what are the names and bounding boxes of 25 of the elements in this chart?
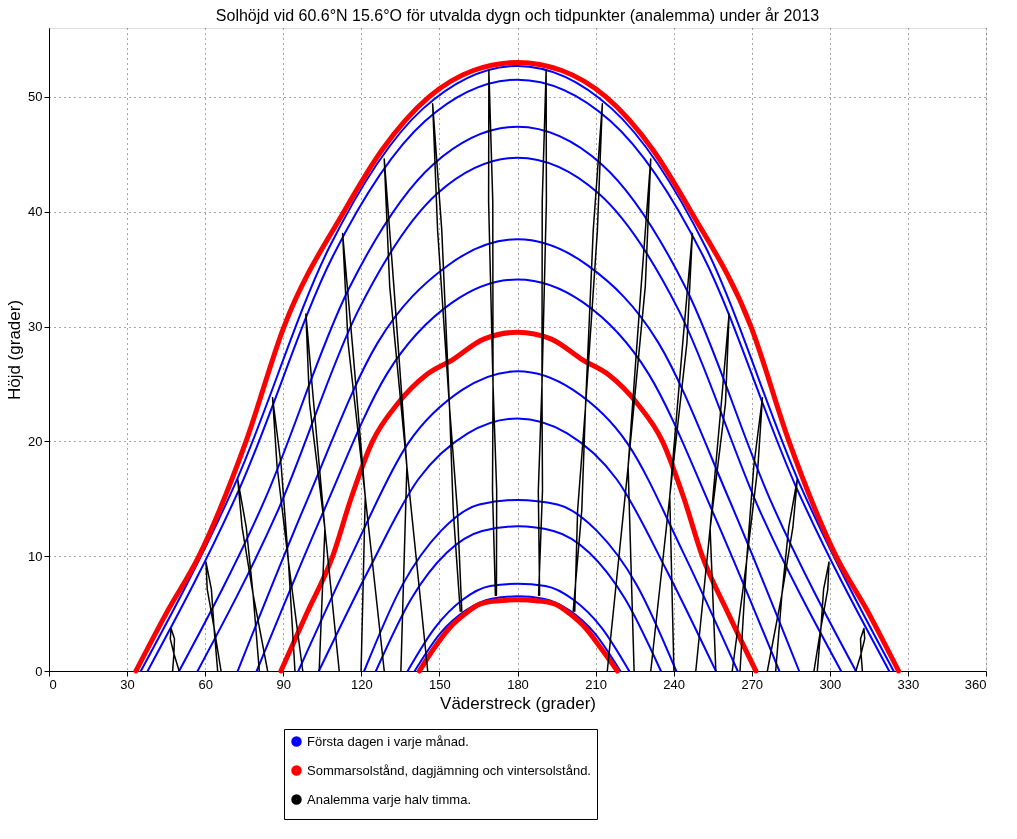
x-tick-label: 60	[198, 676, 213, 692]
y-axis-title: Höjd (grader)	[5, 299, 25, 401]
x-tick-label: 30	[120, 676, 135, 692]
y-tick-label: 20	[28, 433, 43, 449]
x-tick-label: 240	[663, 676, 686, 692]
x-tick-label: 180	[507, 676, 529, 692]
x-tick-label: 360	[964, 676, 987, 692]
legend-label: Sommarsolstånd, dagjämning och vintersolstånd.	[307, 762, 591, 778]
x-tick-label: 210	[585, 676, 607, 692]
x-tick-label: 330	[897, 676, 920, 692]
y-tick-label: 10	[28, 548, 43, 564]
x-axis-title: Väderstreck (grader)	[440, 693, 596, 713]
y-tick-label: 40	[28, 204, 43, 220]
y-tick-label: 30	[28, 319, 43, 335]
y-tick-label: 0	[35, 663, 43, 679]
y-tick-label: 50	[28, 89, 43, 105]
chart-title: Solhöjd vid 60.6°N 15.6°O för utvalda dygn och tidpunkter (analemma) under år 2013	[215, 7, 820, 24]
x-tick-label: 270	[741, 676, 764, 692]
legend-label: Första dagen i varje månad.	[307, 733, 469, 749]
x-tick-label: 300	[819, 676, 842, 692]
x-tick-label: 0	[49, 676, 57, 692]
x-tick-label: 150	[429, 676, 451, 692]
x-tick-label: 120	[350, 676, 373, 692]
legend-label: Analemma varje halv timma.	[307, 791, 471, 807]
x-tick-label: 90	[276, 676, 291, 692]
